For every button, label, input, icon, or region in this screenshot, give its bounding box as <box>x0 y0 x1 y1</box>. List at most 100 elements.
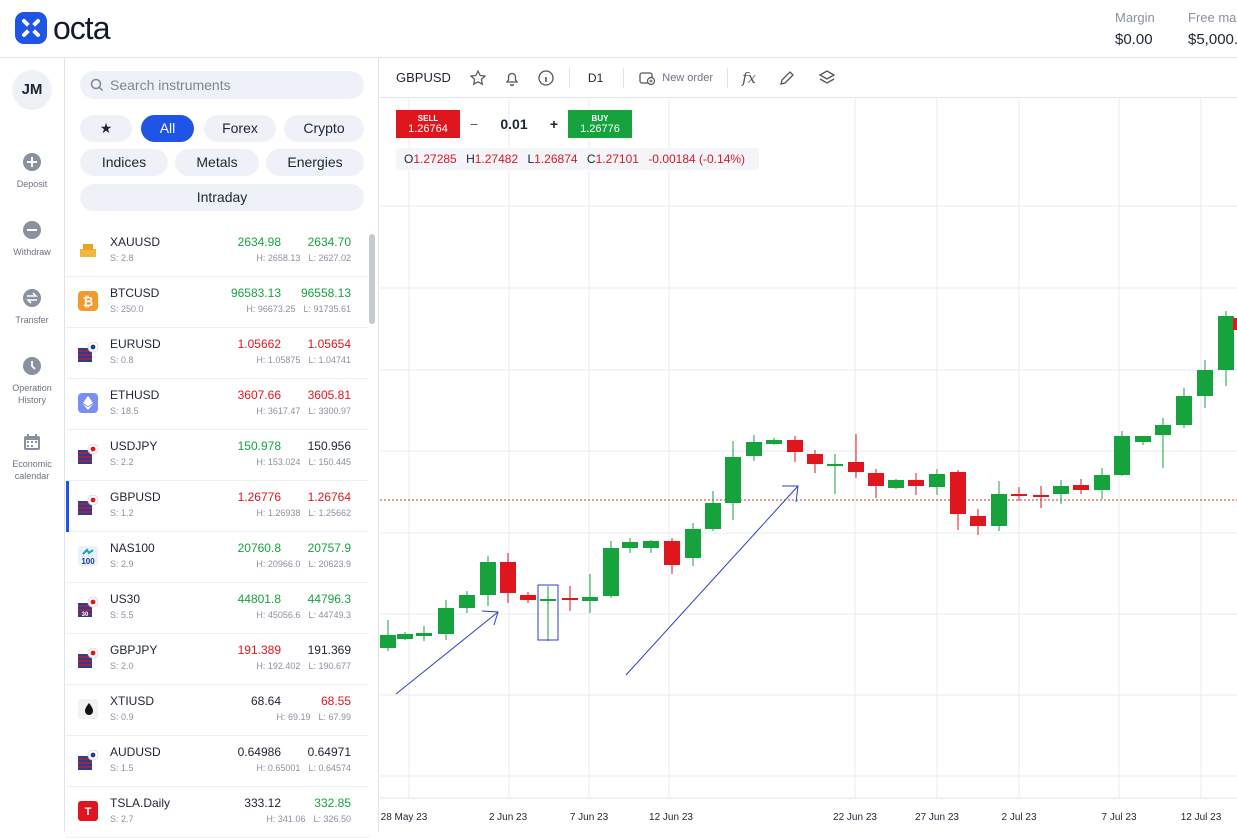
filter-forex[interactable]: Forex <box>204 115 276 142</box>
instrument-row[interactable]: AUDUSD S: 1.5 0.64986 0.64971 H: 0.65001 L: 0… <box>66 736 369 787</box>
instrument-ask: 2634.70 <box>307 235 351 249</box>
instrument-row[interactable]: GBPUSD S: 1.2 1.26776 1.26764 H: 1.26938 L: 1… <box>66 481 369 532</box>
gb-jp-flag-icon <box>78 648 98 668</box>
instrument-row[interactable]: T TSLA.Daily S: 2.7 333.12 332.85 H: 341.06 L:… <box>66 787 369 838</box>
instrument-row[interactable]: USDJPY S: 2.2 150.978 150.956 H: 153.024 L: 1… <box>66 430 369 481</box>
instrument-bid: 150.978 <box>237 439 281 453</box>
candle-body <box>1053 486 1069 494</box>
layers-icon[interactable] <box>818 69 836 87</box>
ohlc-open: 1.27285 <box>413 152 457 166</box>
nav-transfer[interactable]: Transfer <box>0 288 64 326</box>
candle-body <box>1155 425 1171 435</box>
info-icon[interactable] <box>537 69 555 87</box>
octa-logo[interactable]: octa <box>15 12 110 44</box>
candle-body <box>908 480 924 486</box>
x-axis-label: 12 Jun 23 <box>649 812 693 823</box>
ethereum-icon <box>78 393 98 413</box>
lot-stepper: − 0.01 + <box>460 110 568 138</box>
filter-intraday[interactable]: Intraday <box>80 184 364 211</box>
lot-decrease-button[interactable]: − <box>470 116 479 132</box>
instrument-row[interactable]: ₿ BTCUSD S: 250.0 96583.13 96558.13 H: 96673.… <box>66 277 369 328</box>
filter-favorites[interactable]: ★ <box>80 115 132 142</box>
new-order-label: New order <box>662 71 713 84</box>
search-box[interactable] <box>80 71 364 99</box>
instrument-spread: S: 2.7 <box>110 814 134 824</box>
ohlc-high: 1.27482 <box>474 152 519 166</box>
candle-body <box>705 503 721 529</box>
instrument-high-low: H: 1.26938 L: 1.25662 <box>151 508 351 518</box>
candle-body <box>787 440 803 452</box>
nav-withdraw[interactable]: Withdraw <box>0 220 64 258</box>
x-axis-label: 22 Jun 23 <box>833 812 877 823</box>
instrument-spread: S: 18.5 <box>110 406 139 416</box>
candlestick-chart[interactable]: 28 May 23 2 Jun 23 7 Jun 23 12 Jun 23 22 Jun… <box>380 98 1237 832</box>
nav-transfer-label: Transfer <box>15 315 49 325</box>
instrument-ask: 0.64971 <box>307 745 351 759</box>
star-icon[interactable] <box>469 69 487 87</box>
instrument-high: H: 20966.0 <box>256 559 301 569</box>
instrument-spread: S: 0.8 <box>110 355 134 365</box>
instrument-row[interactable]: XTIUSD S: 0.9 68.64 68.55 H: 69.19 L: 67.99 <box>66 685 369 736</box>
instrument-row[interactable]: EURUSD S: 0.8 1.05662 1.05654 H: 1.05875 L: 1… <box>66 328 369 379</box>
instrument-symbol: TSLA.Daily <box>110 796 171 810</box>
timeframe-selector[interactable]: D1 <box>587 70 604 85</box>
filter-energies[interactable]: Energies <box>266 149 364 176</box>
toolbar-divider <box>727 67 728 88</box>
candle-body <box>438 608 454 634</box>
x-axis-label: 7 Jul 23 <box>1101 812 1136 823</box>
candle-body <box>520 595 536 600</box>
list-scrollbar[interactable] <box>369 234 375 324</box>
instrument-high-low: H: 153.024 L: 150.445 <box>151 457 351 467</box>
buy-button[interactable]: BUY 1.26776 <box>568 110 632 138</box>
search-input[interactable] <box>110 77 350 93</box>
filter-crypto[interactable]: Crypto <box>284 115 364 142</box>
candle-body <box>1233 318 1237 330</box>
instrument-bid: 96583.13 <box>230 286 281 300</box>
filter-indices[interactable]: Indices <box>80 149 168 176</box>
candle-body <box>1094 475 1110 490</box>
instrument-low: L: 67.99 <box>318 712 351 722</box>
instrument-bid: 44801.8 <box>237 592 281 606</box>
instrument-high-low: H: 20966.0 L: 20623.9 <box>151 559 351 569</box>
instrument-row[interactable]: GBPJPY S: 2.0 191.389 191.369 H: 192.402 L: 1… <box>66 634 369 685</box>
candle-body <box>868 473 884 486</box>
nav-operation-history-label: Operation History <box>12 383 52 405</box>
indicators-fx-icon[interactable]: fx <box>742 68 757 87</box>
chart-symbol[interactable]: GBPUSD <box>396 70 451 85</box>
instrument-high: H: 1.05875 <box>256 355 301 365</box>
margin-label: Margin <box>1115 10 1155 25</box>
filter-all[interactable]: All <box>141 115 194 142</box>
instrument-low: L: 2627.02 <box>308 253 351 263</box>
instrument-row[interactable]: 30 US30 S: 5.5 44801.8 44796.3 H: 45056.6 L: 4… <box>66 583 369 634</box>
instrument-ask: 44796.3 <box>307 592 351 606</box>
free-margin-info: Free mar $5,000. <box>1188 10 1237 48</box>
pencil-icon[interactable] <box>778 69 796 87</box>
candle-body <box>1176 396 1192 425</box>
sell-button[interactable]: SELL 1.26764 <box>396 110 460 138</box>
lot-value[interactable]: 0.01 <box>500 116 528 132</box>
nav-operation-history[interactable]: Operation History <box>0 356 64 406</box>
octa-logo-icon <box>15 12 47 44</box>
instrument-high-low: H: 2658.13 L: 2627.02 <box>151 253 351 263</box>
instrument-row[interactable]: ETHUSD S: 18.5 3607.66 3605.81 H: 3617.47 L: … <box>66 379 369 430</box>
candle-body <box>582 597 598 601</box>
bell-icon[interactable] <box>503 69 521 87</box>
avatar[interactable]: JM <box>12 70 52 110</box>
candle-body <box>643 541 659 548</box>
new-order-button[interactable]: New order <box>638 70 713 86</box>
instrument-ask: 68.55 <box>320 694 351 708</box>
instrument-row[interactable]: 100 NAS100 S: 2.9 20760.8 20757.9 H: 20966.0 L… <box>66 532 369 583</box>
candle-body <box>380 635 396 648</box>
instrument-bid: 68.64 <box>250 694 281 708</box>
candle-body <box>1218 316 1234 370</box>
filter-metals[interactable]: Metals <box>175 149 259 176</box>
nav-economic-calendar[interactable]: Economic calendar <box>0 432 64 482</box>
instrument-panel: ★ All Forex Crypto Indices Metals Energi… <box>66 58 379 838</box>
lot-increase-button[interactable]: + <box>549 116 558 132</box>
instrument-ask: 20757.9 <box>307 541 351 555</box>
instrument-row[interactable]: XAUUSD S: 2.8 2634.98 2634.70 H: 2658.13 L: 2… <box>66 226 369 277</box>
candle-body <box>500 562 516 593</box>
nav-deposit[interactable]: Deposit <box>0 152 64 190</box>
instrument-high-low: H: 69.19 L: 67.99 <box>151 712 351 722</box>
buy-price: 1.26776 <box>580 123 620 135</box>
